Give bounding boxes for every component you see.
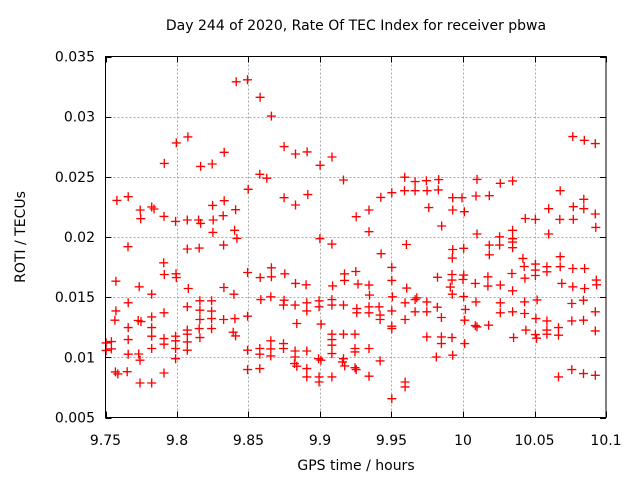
- x-tick-label: 9.9: [309, 433, 331, 449]
- y-tick-label: 0.035: [55, 50, 95, 66]
- x-tick-label: 9.75: [90, 433, 121, 449]
- grid-lines: [105, 56, 606, 418]
- scatter-points: [101, 75, 602, 404]
- axis-frame: [105, 56, 607, 419]
- y-tick-label: 0.015: [55, 290, 95, 306]
- x-tick-label: 10.1: [590, 433, 621, 449]
- axis-ticks: [105, 56, 607, 419]
- y-tick-label: 0.01: [64, 350, 95, 366]
- y-axis-label: ROTI / TECUs: [13, 191, 29, 283]
- data-point-markers: [101, 75, 602, 404]
- x-tick-label: 10: [454, 433, 472, 449]
- x-tick-label: 9.95: [376, 433, 407, 449]
- y-tick-label: 0.025: [55, 170, 95, 186]
- major-gridlines: [105, 56, 606, 418]
- chart-title: Day 244 of 2020, Rate Of TEC Index for r…: [166, 18, 546, 34]
- x-tick-label: 9.8: [166, 433, 188, 449]
- x-tick-label: 10.05: [514, 433, 554, 449]
- y-tick-label: 0.02: [64, 230, 95, 246]
- y-tick-label: 0.03: [64, 110, 95, 126]
- tick-labels: 9.75 9.8 9.85 9.9 9.95 10 10.05 10.1 0.005 0.01 0.…: [55, 50, 622, 450]
- y-tick-label: 0.005: [55, 411, 95, 427]
- x-tick-label: 9.85: [233, 433, 264, 449]
- x-axis-label: GPS time / hours: [297, 458, 414, 474]
